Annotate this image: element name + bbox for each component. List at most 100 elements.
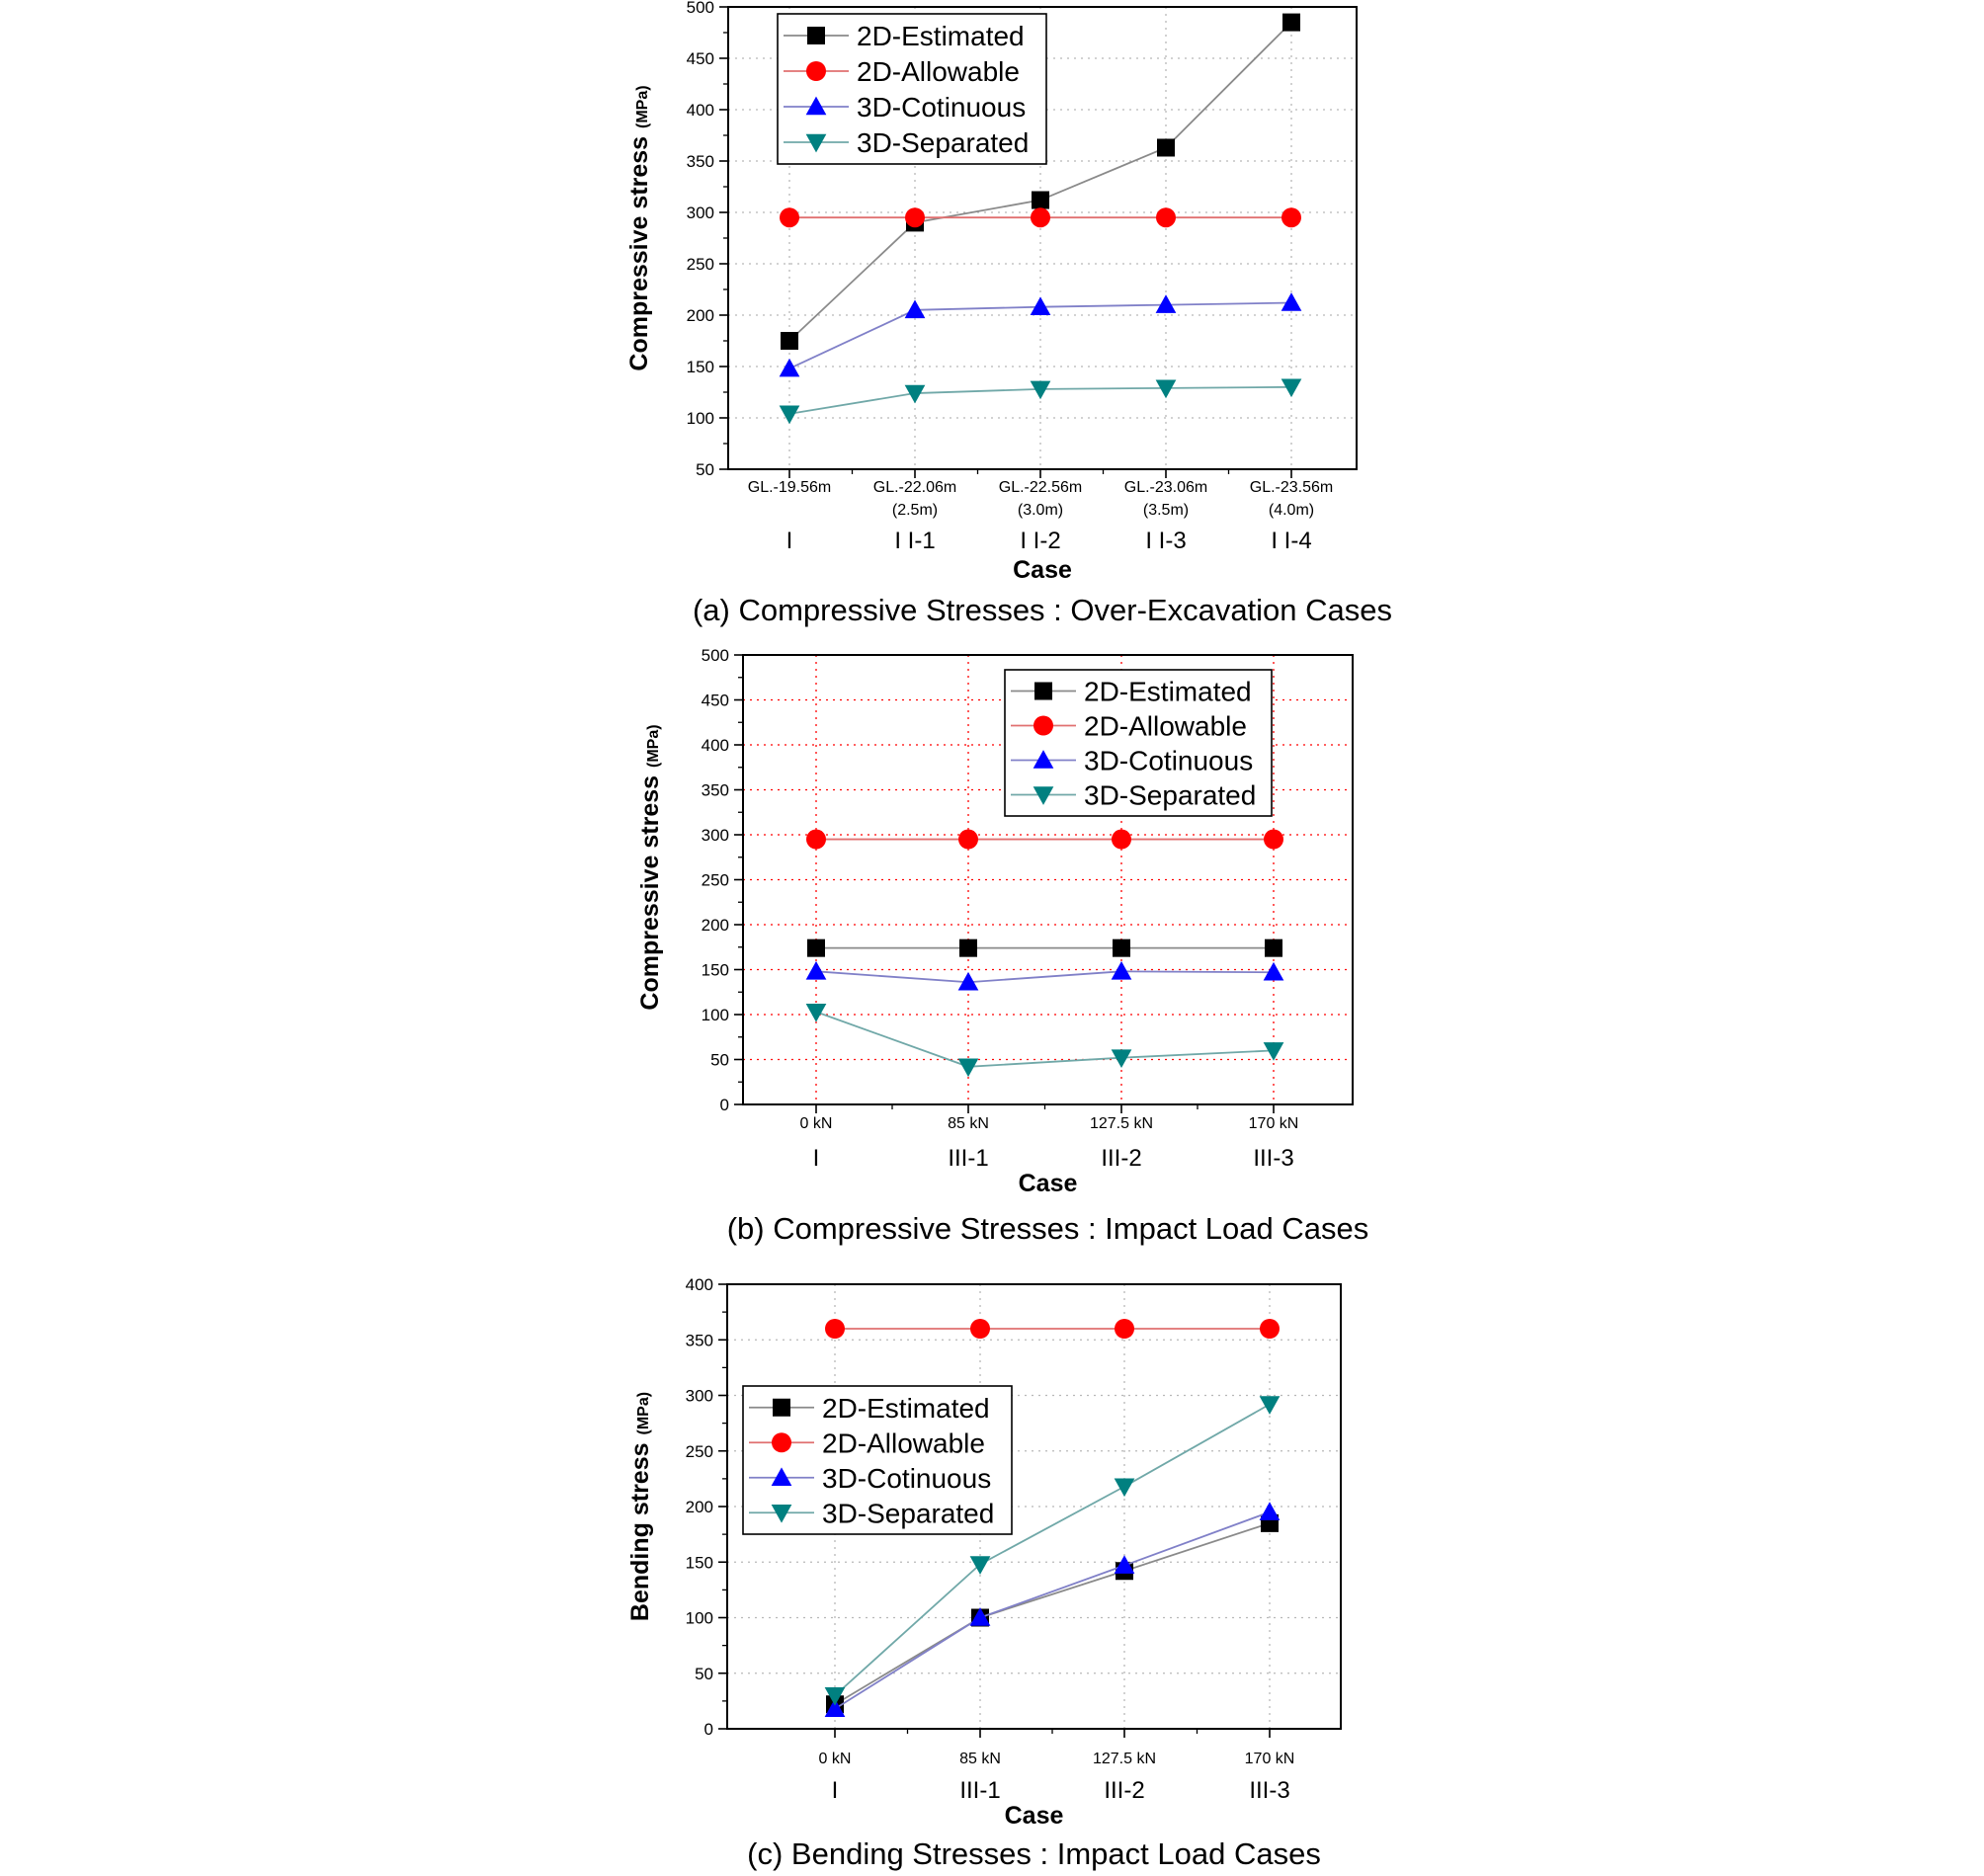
legend-marker-square: [1034, 682, 1052, 700]
y-tick-label: 500: [702, 646, 729, 665]
data-point-circle: [1112, 829, 1131, 850]
x-tick-label: 127.5 kN: [1093, 1751, 1156, 1767]
x-tick-label: (3.0m): [1018, 502, 1063, 519]
x-tick-label: 0 kN: [800, 1115, 833, 1132]
x-tick-label: GL.-23.06m: [1124, 479, 1207, 496]
y-tick-label: 0: [720, 1096, 729, 1114]
legend-label: 2D-Estimated: [822, 1393, 990, 1424]
data-point-circle: [958, 829, 978, 850]
x-case-label: I I-2: [1020, 528, 1060, 554]
legend-marker-circle: [772, 1432, 791, 1453]
data-point-circle: [825, 1319, 845, 1339]
data-point-circle: [970, 1319, 990, 1339]
y-tick-label: 100: [687, 409, 714, 428]
x-case-label: I: [832, 1777, 839, 1804]
y-axis-title: Bending stress (MPa): [626, 1392, 654, 1621]
legend-label: 3D-Separated: [1084, 780, 1256, 811]
legend-label: 3D-Cotinuous: [822, 1463, 991, 1494]
data-point-triangle-up: [1281, 292, 1302, 311]
legend-label: 2D-Estimated: [1084, 677, 1252, 707]
data-point-square: [1265, 938, 1282, 957]
legend-marker-triangle-up: [805, 96, 827, 116]
y-axis-title-text: Compressive stress: [636, 775, 664, 1011]
y-axis-title-text: Compressive stress: [625, 136, 653, 371]
series-line-3: [815, 1011, 1275, 1068]
x-axis-title: Case: [1013, 556, 1072, 584]
x-case-label: III-3: [1253, 1145, 1293, 1172]
figure-caption: (b) Compressive Stresses : Impact Load C…: [727, 1211, 1369, 1246]
data-point-circle: [1264, 829, 1283, 850]
data-point-triangle-up: [1155, 294, 1177, 313]
data-point-square: [1113, 938, 1130, 957]
y-tick-label: 150: [702, 961, 729, 980]
y-tick-label: 250: [702, 871, 729, 890]
y-tick-label: 100: [686, 1609, 713, 1628]
x-case-label: I I-3: [1145, 528, 1186, 554]
series-line-0: [834, 1522, 1271, 1706]
y-tick-label: 150: [686, 1553, 713, 1572]
x-tick-label: 85 kN: [959, 1751, 1001, 1767]
data-point-triangle-up: [969, 1607, 991, 1626]
y-tick-label: 150: [687, 358, 714, 376]
y-tick-label: 400: [702, 736, 729, 755]
y-tick-label: 300: [686, 1387, 713, 1406]
data-point-triangle-up: [1263, 961, 1284, 981]
x-axis-title: Case: [1019, 1170, 1078, 1197]
x-tick-label: 127.5 kN: [1090, 1115, 1153, 1132]
data-point-triangle-down: [1263, 1042, 1284, 1061]
data-point-square: [1282, 13, 1300, 32]
x-tick-label: 170 kN: [1245, 1751, 1295, 1767]
y-axis-title: Compressive stress (MPa): [636, 724, 664, 1010]
data-point-triangle-up: [1114, 1555, 1135, 1574]
y-tick-label: 250: [686, 1442, 713, 1461]
chart-c: 0 50 100 150 200 250 300 350 400 0 kN I 85 kN III-1 1…: [626, 1275, 1342, 1871]
data-point-square: [1157, 138, 1175, 157]
data-point-triangle-down: [957, 1058, 979, 1078]
data-point-square: [781, 332, 798, 350]
x-case-label: I: [813, 1145, 820, 1172]
x-case-label: I I-1: [894, 528, 935, 554]
legend-label: 2D-Allowable: [1084, 711, 1247, 742]
data-point-circle: [780, 207, 799, 228]
data-point-circle: [1260, 1319, 1280, 1339]
y-tick-label: 450: [687, 49, 714, 68]
data-point-triangle-down: [1155, 379, 1177, 399]
data-point-circle: [905, 207, 925, 228]
data-point-triangle-down: [1114, 1478, 1135, 1498]
data-point-square: [807, 938, 825, 957]
data-point-triangle-up: [904, 299, 926, 319]
y-tick-label: 200: [686, 1498, 713, 1516]
chart-b: 0 50 100 150 200 250 300 350 400 450 500 0 kN I 85 kN…: [636, 646, 1368, 1246]
x-case-label: III-3: [1249, 1777, 1289, 1804]
legend-marker-triangle-up: [771, 1467, 792, 1487]
y-tick-label: 50: [695, 1665, 713, 1683]
y-tick-label: 400: [687, 101, 714, 120]
series-line-2: [815, 970, 1275, 984]
legend-marker-circle: [1033, 715, 1053, 736]
data-point-square: [959, 938, 977, 957]
y-axis-title-text: Bending stress: [626, 1442, 654, 1621]
data-point-triangle-down: [824, 1686, 846, 1706]
x-tick-label: 0 kN: [819, 1751, 852, 1767]
x-case-label: III-2: [1104, 1777, 1144, 1804]
data-point-triangle-down: [1030, 380, 1051, 400]
x-tick-label: (3.5m): [1143, 502, 1189, 519]
y-axis-unit: (MPa): [645, 724, 662, 768]
x-tick-label: GL.-22.06m: [873, 479, 956, 496]
y-tick-label: 450: [702, 692, 729, 710]
data-point-triangle-up: [779, 358, 800, 377]
legend-marker-square: [807, 27, 825, 44]
data-point-triangle-up: [824, 1698, 846, 1718]
x-tick-label: (2.5m): [892, 502, 938, 519]
x-tick-label: (4.0m): [1269, 502, 1314, 519]
legend-label: 2D-Allowable: [857, 56, 1020, 87]
data-point-triangle-down: [904, 384, 926, 404]
legend-label: 3D-Separated: [857, 127, 1029, 158]
y-tick-label: 250: [687, 255, 714, 274]
x-tick-label: GL.-22.56m: [999, 479, 1082, 496]
x-tick-label: 170 kN: [1249, 1115, 1299, 1132]
x-axis-title: Case: [1005, 1802, 1064, 1830]
data-point-circle: [1281, 207, 1301, 228]
